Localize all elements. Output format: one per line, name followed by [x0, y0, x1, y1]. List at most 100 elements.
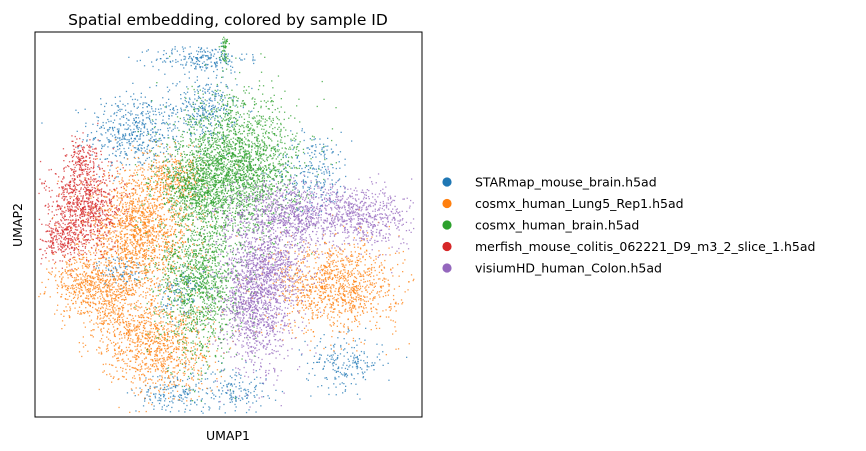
data-point: [249, 111, 252, 113]
data-point: [128, 273, 130, 275]
data-point: [163, 388, 165, 391]
data-point: [164, 73, 166, 75]
data-point: [143, 184, 145, 186]
data-point: [88, 250, 90, 252]
data-point: [141, 171, 144, 173]
data-point: [385, 309, 387, 311]
data-point: [73, 277, 76, 279]
data-point: [131, 257, 133, 259]
data-point: [365, 253, 368, 255]
data-point: [104, 231, 106, 233]
data-point: [123, 147, 125, 150]
data-point: [322, 151, 324, 153]
data-point: [307, 290, 309, 292]
data-point: [128, 265, 130, 267]
data-point: [135, 125, 137, 127]
data-point: [160, 58, 162, 60]
data-point: [311, 312, 313, 314]
data-point: [109, 233, 111, 235]
data-point: [184, 223, 187, 225]
data-point: [179, 81, 181, 83]
data-point: [343, 338, 345, 340]
data-point: [134, 395, 136, 397]
data-point: [196, 323, 198, 325]
data-point: [134, 224, 137, 226]
data-point: [151, 238, 154, 240]
data-point: [370, 275, 372, 278]
data-point: [105, 289, 107, 291]
data-point: [344, 375, 346, 377]
data-point: [218, 121, 220, 123]
data-point: [152, 209, 155, 211]
data-point: [176, 295, 178, 297]
data-point: [142, 245, 144, 247]
data-point: [138, 261, 140, 264]
data-point: [112, 258, 115, 260]
data-point: [146, 146, 149, 148]
data-point: [105, 261, 107, 263]
data-point: [220, 107, 222, 109]
data-point: [355, 319, 358, 321]
data-point: [180, 301, 182, 303]
data-point: [313, 153, 316, 155]
data-point: [351, 312, 353, 314]
data-point: [323, 312, 325, 314]
data-point: [120, 211, 122, 213]
data-point: [160, 221, 162, 223]
data-point: [142, 256, 145, 258]
data-point: [94, 288, 96, 290]
data-point: [148, 205, 150, 207]
data-point: [237, 164, 239, 166]
data-point: [146, 236, 148, 238]
data-point: [133, 179, 135, 181]
data-point: [341, 382, 343, 384]
data-point: [153, 188, 155, 190]
data-point: [315, 156, 317, 158]
data-point: [346, 290, 348, 292]
data-point: [368, 273, 371, 276]
data-point: [77, 147, 79, 149]
data-point: [172, 211, 175, 213]
data-point: [132, 261, 134, 263]
data-point: [309, 138, 311, 140]
data-point: [121, 192, 123, 194]
data-point: [318, 277, 320, 279]
data-point: [283, 268, 285, 271]
data-point: [172, 395, 174, 397]
data-point: [182, 215, 184, 217]
data-point: [189, 98, 191, 101]
data-point: [158, 222, 160, 224]
data-point: [296, 155, 299, 157]
data-point: [139, 161, 141, 163]
data-point: [168, 288, 170, 291]
data-point: [239, 285, 241, 287]
data-point: [355, 277, 358, 280]
data-point: [373, 278, 375, 281]
data-point: [93, 224, 95, 226]
data-point: [384, 259, 386, 262]
data-point: [332, 261, 334, 264]
data-point: [117, 272, 119, 274]
data-point: [145, 252, 147, 254]
data-point: [254, 59, 256, 61]
data-point: [135, 151, 138, 153]
data-point: [131, 113, 133, 115]
data-point: [146, 394, 148, 396]
data-point: [338, 331, 340, 333]
data-point: [122, 259, 124, 261]
data-point: [155, 59, 158, 61]
data-point: [163, 395, 165, 397]
data-point: [99, 224, 101, 227]
data-point: [318, 167, 320, 169]
data-point: [323, 291, 326, 293]
data-point: [337, 297, 339, 300]
data-point: [108, 269, 110, 271]
data-point: [96, 158, 98, 160]
data-point: [146, 206, 148, 209]
data-point: [312, 312, 314, 314]
data-point: [351, 307, 353, 309]
data-point: [204, 107, 206, 110]
data-point: [196, 118, 198, 121]
data-point: [150, 211, 152, 214]
data-point: [308, 255, 310, 257]
